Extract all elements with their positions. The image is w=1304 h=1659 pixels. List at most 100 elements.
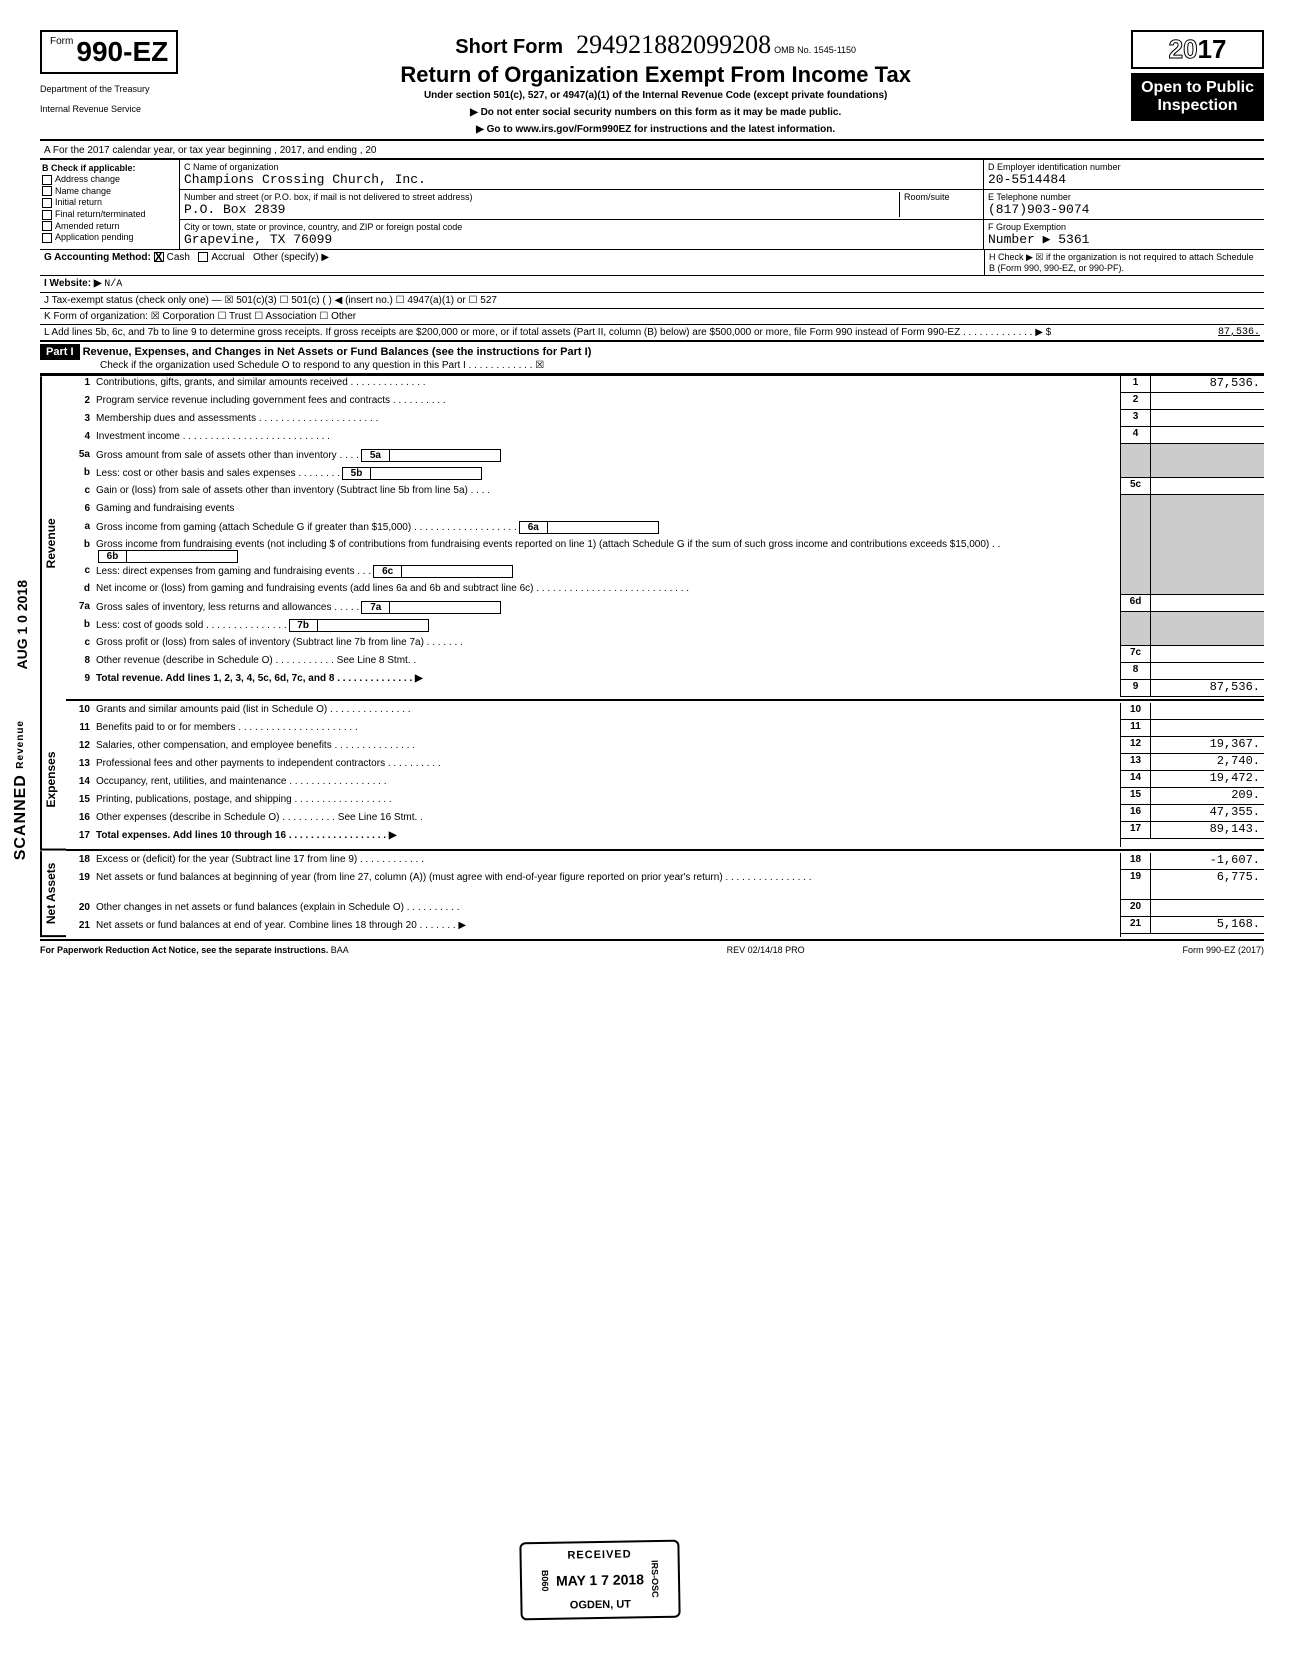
opt-amended: Amended return: [55, 221, 120, 231]
line13-text: Professional fees and other payments to …: [96, 758, 1120, 769]
section-j: J Tax-exempt status (check only one) — ☒…: [40, 293, 1264, 309]
tax-year: 2017: [1131, 30, 1264, 69]
section-f: F Group Exemption Number ▶ 5361: [984, 220, 1264, 249]
cb-initial[interactable]: [42, 198, 52, 208]
n21: 21: [1121, 917, 1151, 933]
v4: [1151, 427, 1264, 443]
line7a-text: Gross sales of inventory, less returns a…: [96, 602, 359, 613]
addr-label: Number and street (or P.O. box, if mail …: [184, 192, 899, 202]
part1-header: Part I Revenue, Expenses, and Changes in…: [40, 342, 1264, 374]
stamp-irs: IRS-OSC: [650, 1560, 661, 1598]
aug-date-stamp: AUG 1 0 2018: [14, 580, 30, 670]
expenses-label: Expenses: [40, 710, 66, 851]
org-name: Champions Crossing Church, Inc.: [184, 172, 979, 187]
goto-link: ▶ Go to www.irs.gov/Form990EZ for instru…: [190, 124, 1121, 135]
c-label: C Name of organization: [184, 162, 979, 172]
cb-pending[interactable]: [42, 233, 52, 243]
line10-text: Grants and similar amounts paid (list in…: [96, 704, 1120, 715]
n6d: 6d: [1121, 595, 1151, 611]
box6b: 6b: [99, 551, 127, 562]
section-i: I Website: ▶ N/A: [40, 276, 1264, 293]
line17-text: Total expenses. Add lines 10 through 16 …: [96, 830, 397, 841]
website: N/A: [104, 279, 122, 290]
cb-address-change[interactable]: [42, 175, 52, 185]
g-cash: Cash: [167, 252, 190, 263]
subtitle: Under section 501(c), 527, or 4947(a)(1)…: [190, 90, 1121, 101]
cb-name-change[interactable]: [42, 186, 52, 196]
n11: 11: [1121, 720, 1151, 736]
opt-final: Final return/terminated: [55, 209, 146, 219]
cb-amended[interactable]: [42, 221, 52, 231]
stamp-b060: B060: [540, 1570, 550, 1592]
line3-text: Membership dues and assessments . . . . …: [96, 413, 1120, 424]
line7c-text: Gross profit or (loss) from sales of inv…: [96, 637, 1120, 648]
received-stamp: RECEIVED B060 MAY 1 7 2018 IRS-OSC OGDEN…: [519, 1540, 680, 1620]
c-addr-row: Number and street (or P.O. box, if mail …: [180, 190, 983, 220]
stamp-loc: OGDEN, UT: [540, 1598, 660, 1612]
section-e: E Telephone number (817)903-9074: [984, 190, 1264, 220]
v12: 19,367.: [1151, 737, 1264, 753]
cb-accrual[interactable]: [198, 252, 208, 262]
line18-text: Excess or (deficit) for the year (Subtra…: [96, 854, 1120, 865]
org-addr: P.O. Box 2839: [184, 202, 899, 217]
d-label: D Employer identification number: [988, 162, 1260, 172]
box7a: 7a: [362, 602, 390, 613]
page-footer: For Paperwork Reduction Act Notice, see …: [40, 945, 1264, 955]
line6-text: Gaming and fundraising events: [96, 503, 1120, 514]
box6a: 6a: [520, 522, 548, 533]
n9: 9: [1121, 680, 1151, 696]
dept-irs: Internal Revenue Service: [40, 104, 190, 114]
scanned-rev: Revenue: [15, 720, 26, 769]
form-header: Form 990-EZ Department of the Treasury I…: [40, 30, 1264, 135]
line4-text: Investment income . . . . . . . . . . . …: [96, 431, 1120, 442]
section-labels: Revenue Expenses Net Assets: [40, 376, 66, 937]
n2: 2: [1121, 393, 1151, 409]
n16: 16: [1121, 805, 1151, 821]
v5c: [1151, 478, 1264, 494]
line12-text: Salaries, other compensation, and employ…: [96, 740, 1120, 751]
g-label: G Accounting Method:: [44, 252, 151, 263]
n7c: 7c: [1121, 646, 1151, 662]
form-number-box: Form 990-EZ: [40, 30, 178, 74]
n12: 12: [1121, 737, 1151, 753]
line6b-text: Gross income from fundraising events (no…: [96, 539, 1000, 550]
opt-initial: Initial return: [55, 197, 102, 207]
title-block: Short Form 294921882099208 OMB No. 1545-…: [190, 30, 1121, 135]
n1: 1: [1121, 376, 1151, 392]
short-form-label: Short Form: [455, 36, 563, 58]
n18: 18: [1121, 853, 1151, 869]
n8: 8: [1121, 663, 1151, 679]
line20-text: Other changes in net assets or fund bala…: [96, 902, 1120, 913]
cb-cash[interactable]: [154, 252, 164, 262]
section-b: B Check if applicable: Address change Na…: [40, 160, 180, 249]
right-value-col-revenue: 187,536. 2 3 4 5c 6d 7c 8 987,536.: [1120, 376, 1264, 697]
city-label: City or town, state or province, country…: [184, 222, 979, 232]
cb-final[interactable]: [42, 210, 52, 220]
v20: [1151, 900, 1264, 916]
n4: 4: [1121, 427, 1151, 443]
line1-text: Contributions, gifts, grants, and simila…: [96, 377, 1120, 388]
f-label: F Group Exemption: [988, 222, 1260, 232]
section-d: D Employer identification number 20-5514…: [984, 160, 1264, 190]
inspection-label: Inspection: [1141, 97, 1254, 115]
stamp-date: MAY 1 7 2018: [556, 1571, 644, 1589]
group-exemption: Number ▶ 5361: [988, 232, 1260, 247]
footer-baa: BAA: [331, 945, 349, 955]
v10: [1151, 703, 1264, 719]
box5b: 5b: [343, 468, 371, 479]
omb-number: OMB No. 1545-1150: [774, 45, 856, 55]
section-g: G Accounting Method: Cash Accrual Other …: [40, 250, 984, 275]
scanned-stamp: SCANNED Revenue: [12, 720, 30, 860]
line2-text: Program service revenue including govern…: [96, 395, 1120, 406]
v14: 19,472.: [1151, 771, 1264, 787]
n20: 20: [1121, 900, 1151, 916]
line7b-text: Less: cost of goods sold . . . . . . . .…: [96, 620, 287, 631]
handwritten-number: 294921882099208: [576, 30, 771, 59]
l-val: 87,536.: [1150, 327, 1260, 338]
ein: 20-5514484: [988, 172, 1260, 187]
opt-pending: Application pending: [55, 232, 134, 242]
line5a-text: Gross amount from sale of assets other t…: [96, 450, 359, 461]
g-h-row: G Accounting Method: Cash Accrual Other …: [40, 250, 1264, 276]
v3: [1151, 410, 1264, 426]
line21-text: Net assets or fund balances at end of ye…: [96, 920, 1120, 931]
